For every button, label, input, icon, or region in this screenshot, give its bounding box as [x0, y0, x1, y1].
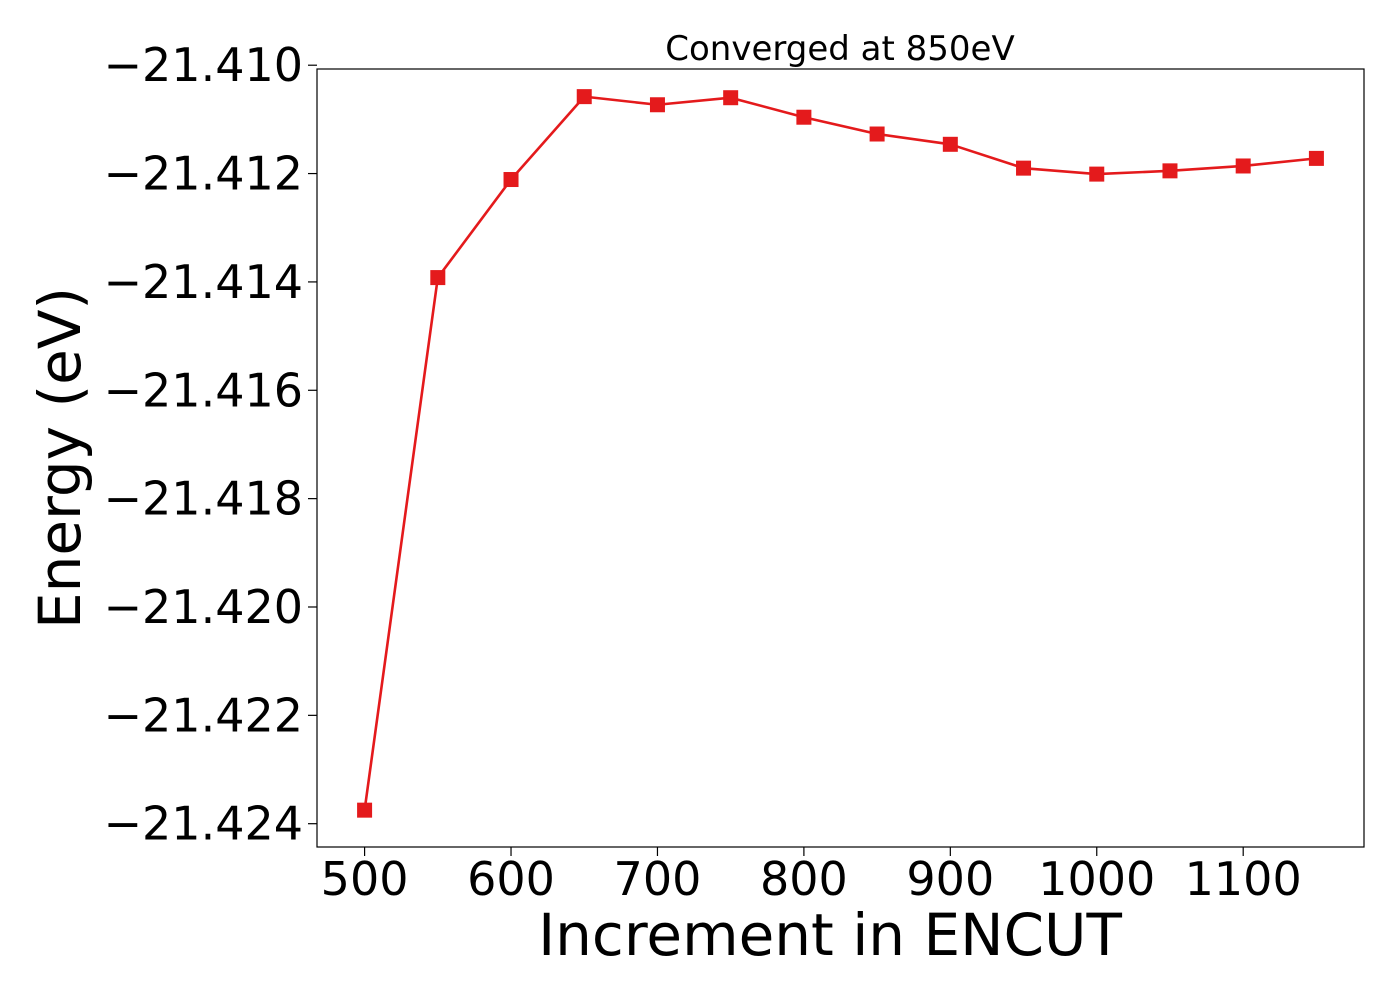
data-point-marker — [357, 802, 373, 818]
x-tick-label: 1000 — [1038, 852, 1155, 906]
data-point-marker — [1016, 160, 1032, 176]
x-tick-label: 800 — [760, 852, 848, 906]
y-tick-label: −21.422 — [104, 688, 304, 742]
data-point-marker — [942, 136, 958, 152]
data-point-marker — [869, 126, 885, 142]
data-point-marker — [1089, 166, 1105, 182]
y-tick-label: −21.410 — [104, 38, 304, 92]
data-point-marker — [723, 90, 739, 106]
y-tick-label: −21.416 — [104, 363, 304, 417]
chart-title: Converged at 850eV — [665, 29, 1014, 69]
series-line — [363, 95, 1317, 811]
data-point-marker — [576, 89, 592, 105]
data-point-marker — [430, 270, 446, 286]
plot-layer — [357, 89, 1324, 818]
x-tick-label: 1100 — [1185, 852, 1302, 906]
y-tick-label: −21.420 — [104, 580, 304, 634]
y-tick-label: −21.424 — [104, 797, 304, 851]
plot-frame — [316, 68, 1365, 848]
x-tick-label: 700 — [614, 852, 702, 906]
y-tick-label: −21.412 — [104, 147, 304, 201]
data-point-marker — [1162, 163, 1178, 179]
x-tick-label: 500 — [321, 852, 409, 906]
data-point-marker — [1235, 158, 1251, 174]
y-tick-label: −21.414 — [104, 255, 304, 309]
data-point-marker — [796, 109, 812, 125]
data-point-marker — [503, 172, 519, 188]
y-axis-label: Energy (eV) — [26, 287, 94, 629]
y-tick-label: −21.418 — [104, 472, 304, 526]
x-tick-label: 900 — [906, 852, 994, 906]
x-axis-label: Increment in ENCUT — [538, 901, 1122, 969]
data-point-marker — [1308, 150, 1324, 166]
data-point-marker — [649, 97, 665, 113]
x-tick-label: 600 — [467, 852, 555, 906]
tick-layer: 500 600 700 800 900 1000 1100 −21.410 −21.412 −21… — [104, 38, 1302, 906]
